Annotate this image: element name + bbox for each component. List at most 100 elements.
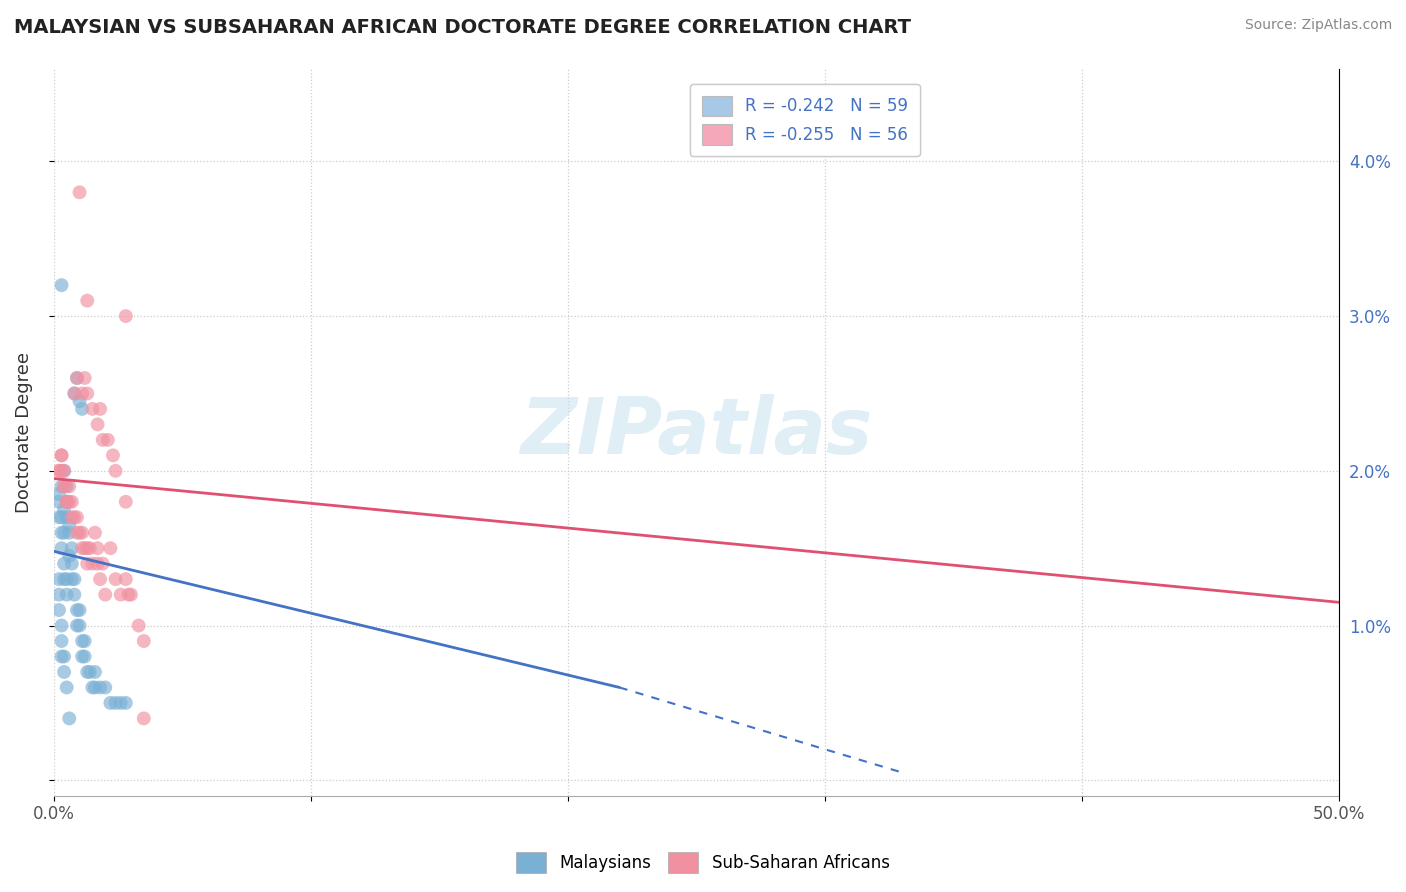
Point bbox=[114, 572, 136, 586]
Point bbox=[48, 464, 70, 478]
Point bbox=[70, 649, 93, 664]
Point bbox=[104, 696, 127, 710]
Point bbox=[82, 401, 104, 416]
Point bbox=[51, 618, 73, 632]
Point bbox=[63, 386, 86, 401]
Point bbox=[128, 618, 150, 632]
Point bbox=[120, 588, 142, 602]
Point bbox=[82, 681, 104, 695]
Point bbox=[51, 448, 73, 462]
Point bbox=[60, 572, 83, 586]
Point bbox=[55, 588, 77, 602]
Point bbox=[53, 557, 76, 571]
Point bbox=[48, 588, 70, 602]
Point bbox=[100, 696, 122, 710]
Point bbox=[89, 572, 111, 586]
Point bbox=[79, 665, 101, 679]
Point bbox=[69, 186, 91, 200]
Point bbox=[51, 541, 73, 556]
Point bbox=[70, 525, 93, 540]
Point bbox=[60, 495, 83, 509]
Point bbox=[55, 681, 77, 695]
Point bbox=[94, 588, 117, 602]
Point bbox=[69, 618, 91, 632]
Point bbox=[60, 557, 83, 571]
Point bbox=[53, 665, 76, 679]
Point bbox=[58, 525, 80, 540]
Point bbox=[53, 479, 76, 493]
Point bbox=[48, 572, 70, 586]
Point bbox=[132, 634, 155, 648]
Point bbox=[86, 557, 108, 571]
Point bbox=[55, 495, 77, 509]
Point bbox=[55, 495, 77, 509]
Text: MALAYSIAN VS SUBSAHARAN AFRICAN DOCTORATE DEGREE CORRELATION CHART: MALAYSIAN VS SUBSAHARAN AFRICAN DOCTORAT… bbox=[14, 18, 911, 37]
Point bbox=[76, 541, 98, 556]
Point bbox=[53, 525, 76, 540]
Point bbox=[51, 448, 73, 462]
Point bbox=[55, 479, 77, 493]
Point bbox=[73, 634, 96, 648]
Point bbox=[53, 479, 76, 493]
Text: Source: ZipAtlas.com: Source: ZipAtlas.com bbox=[1244, 18, 1392, 32]
Point bbox=[48, 603, 70, 617]
Point bbox=[66, 371, 89, 385]
Point bbox=[69, 525, 91, 540]
Point bbox=[70, 541, 93, 556]
Point bbox=[84, 665, 107, 679]
Point bbox=[48, 510, 70, 524]
Point bbox=[69, 603, 91, 617]
Point bbox=[58, 518, 80, 533]
Point bbox=[114, 495, 136, 509]
Point bbox=[91, 557, 114, 571]
Point bbox=[63, 510, 86, 524]
Point bbox=[63, 588, 86, 602]
Point bbox=[110, 696, 132, 710]
Point bbox=[114, 696, 136, 710]
Point bbox=[53, 502, 76, 516]
Text: ZIPatlas: ZIPatlas bbox=[520, 394, 873, 470]
Point bbox=[51, 510, 73, 524]
Point bbox=[53, 464, 76, 478]
Point bbox=[114, 309, 136, 323]
Point bbox=[53, 464, 76, 478]
Point bbox=[60, 510, 83, 524]
Point bbox=[58, 479, 80, 493]
Point bbox=[48, 487, 70, 501]
Point bbox=[76, 386, 98, 401]
Point bbox=[76, 293, 98, 308]
Point bbox=[63, 572, 86, 586]
Point bbox=[60, 541, 83, 556]
Point bbox=[79, 541, 101, 556]
Point bbox=[100, 541, 122, 556]
Legend: R = -0.242   N = 59, R = -0.255   N = 56: R = -0.242 N = 59, R = -0.255 N = 56 bbox=[690, 84, 920, 156]
Point bbox=[51, 278, 73, 293]
Point bbox=[70, 634, 93, 648]
Point bbox=[53, 572, 76, 586]
Point bbox=[51, 525, 73, 540]
Point bbox=[58, 495, 80, 509]
Point bbox=[48, 464, 70, 478]
Point bbox=[104, 572, 127, 586]
Point bbox=[66, 510, 89, 524]
Point bbox=[84, 681, 107, 695]
Point bbox=[51, 634, 73, 648]
Point bbox=[132, 711, 155, 725]
Point bbox=[91, 433, 114, 447]
Point bbox=[117, 588, 139, 602]
Point bbox=[86, 417, 108, 432]
Point bbox=[66, 618, 89, 632]
Point bbox=[51, 649, 73, 664]
Point bbox=[69, 394, 91, 409]
Point bbox=[66, 371, 89, 385]
Point bbox=[89, 401, 111, 416]
Point bbox=[48, 495, 70, 509]
Point bbox=[55, 510, 77, 524]
Point bbox=[58, 711, 80, 725]
Point bbox=[73, 649, 96, 664]
Point bbox=[51, 479, 73, 493]
Point bbox=[86, 541, 108, 556]
Point bbox=[51, 464, 73, 478]
Point bbox=[55, 572, 77, 586]
Point bbox=[76, 557, 98, 571]
